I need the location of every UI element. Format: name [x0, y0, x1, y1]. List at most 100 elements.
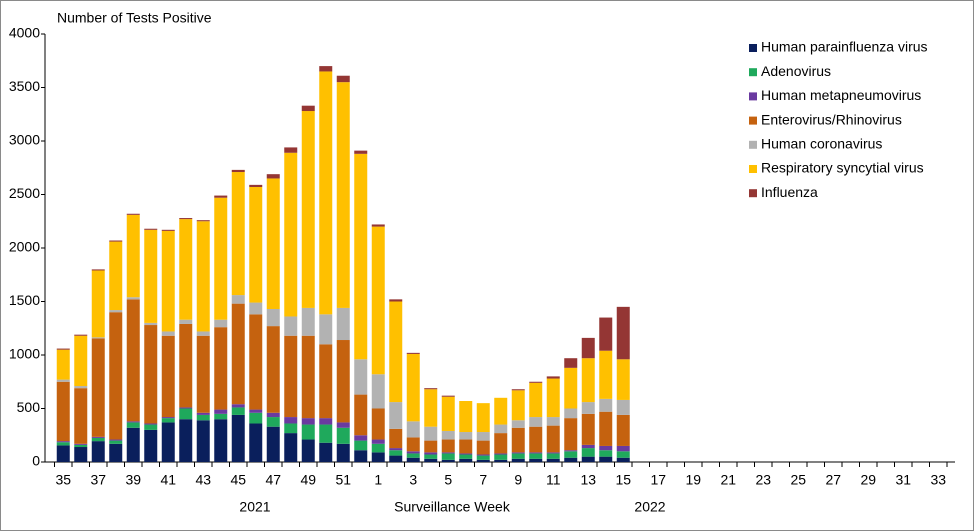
bar-segment	[249, 409, 263, 413]
x-tick-label: 9	[514, 472, 522, 488]
bar-segment	[109, 440, 123, 444]
bar-segment	[581, 413, 595, 445]
bar-segment	[371, 443, 385, 453]
bar-segment	[389, 455, 403, 462]
bar-segment	[546, 453, 560, 459]
bar-segment	[371, 408, 385, 440]
bar-segment	[424, 426, 438, 441]
bar-segment	[494, 397, 508, 425]
bar-segment	[266, 412, 280, 418]
bar-segment	[126, 421, 140, 423]
bar-segment	[599, 456, 613, 462]
bar-segment	[319, 71, 333, 315]
bar-segment	[74, 443, 88, 445]
bar-segment	[109, 240, 123, 242]
bar-segment	[249, 302, 263, 315]
x-tick-label: 37	[90, 472, 106, 488]
bar-segment	[161, 335, 175, 418]
y-tick-label: 3000	[9, 132, 40, 148]
bar-segment	[284, 433, 298, 462]
bar-segment	[336, 75, 350, 83]
bar-segment	[424, 458, 438, 462]
x-tick-label: 47	[265, 472, 281, 488]
bar-segment	[494, 454, 508, 460]
bar-segment	[231, 404, 245, 408]
legend-label: Human metapneumovirus	[761, 87, 921, 103]
bar-segment	[336, 340, 350, 423]
bar-segment	[109, 310, 123, 313]
bar-segment	[564, 451, 578, 458]
bar-segment	[529, 381, 543, 383]
bar-segment	[459, 458, 473, 462]
bar-segment	[529, 452, 543, 454]
y-tick-label: 0	[32, 453, 40, 469]
bar-segment	[511, 427, 525, 453]
x-tick-label: 45	[230, 472, 246, 488]
bar-segment	[371, 224, 385, 227]
bar-segment	[196, 335, 210, 413]
bar-segment	[214, 197, 228, 320]
y-tick-label: 500	[17, 399, 41, 415]
x-tick-label: 39	[125, 472, 141, 488]
x-tick-label: 27	[825, 472, 841, 488]
bar-segment	[109, 241, 123, 311]
bar-segment	[179, 407, 193, 409]
bar-segment	[441, 459, 455, 462]
bar-segment	[616, 414, 630, 446]
x-tick-label: 11	[546, 472, 561, 488]
bar-segment	[56, 348, 70, 350]
bar-segment	[144, 322, 158, 326]
bar-segment	[144, 229, 158, 323]
bar-segment	[126, 297, 140, 300]
bar-segment	[511, 452, 525, 454]
bar-segment	[301, 307, 315, 336]
bar-segment	[371, 439, 385, 444]
bar-segment	[56, 441, 70, 443]
bar-segment	[581, 444, 595, 449]
bar-segment	[319, 66, 333, 72]
y-tick-label: 2000	[9, 239, 40, 255]
legend-swatch	[749, 68, 757, 77]
bar-segment	[161, 230, 175, 332]
bar-segment	[266, 308, 280, 327]
bar-segment	[616, 359, 630, 400]
legend-swatch	[749, 44, 757, 52]
bar-segment	[441, 439, 455, 453]
y-axis-label: Number of Tests Positive	[57, 10, 212, 26]
x-tick-label: 1	[374, 472, 382, 488]
bar-segment	[179, 218, 193, 220]
bar-segment	[389, 402, 403, 429]
bar-segment	[74, 386, 88, 389]
bar-segment	[214, 327, 228, 410]
bar-segment	[406, 451, 420, 454]
bar-segment	[476, 455, 490, 460]
bar-segment	[144, 325, 158, 424]
bar-segment	[581, 402, 595, 414]
bar-segment	[214, 419, 228, 462]
bar-segment	[459, 432, 473, 440]
bar-segment	[91, 270, 105, 338]
bar-segment	[231, 414, 245, 462]
bar-segment	[354, 394, 368, 436]
bar-segment	[389, 299, 403, 302]
bar-segment	[599, 411, 613, 446]
legend-label: Respiratory syncytial virus	[761, 160, 924, 176]
bar-segment	[546, 417, 560, 426]
bar-segment	[424, 452, 438, 455]
bar-segment	[56, 349, 70, 380]
bar-segment	[249, 184, 263, 188]
bar-segment	[371, 452, 385, 462]
bar-segment	[91, 437, 105, 442]
bar-segment	[599, 317, 613, 351]
bar-segment	[476, 459, 490, 462]
x-tick-label: 17	[650, 472, 666, 488]
bar-segment	[599, 445, 613, 451]
bar-segment	[389, 450, 403, 456]
bar-segment	[266, 426, 280, 462]
bar-segment	[406, 457, 420, 462]
bar-segment	[319, 418, 333, 425]
bar-segment	[266, 178, 280, 309]
x-tick-label: 25	[790, 472, 806, 488]
bar-segment	[406, 352, 420, 354]
bar-segment	[74, 447, 88, 462]
